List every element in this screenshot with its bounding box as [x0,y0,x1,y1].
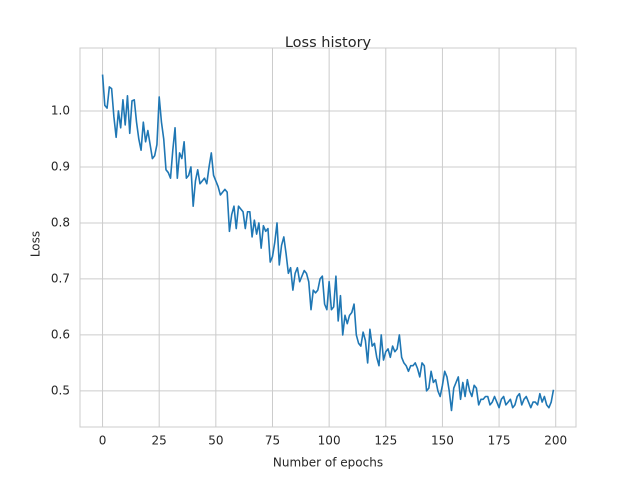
y-tick-label: 1.0 [51,103,70,117]
chart-title: Loss history [285,35,372,51]
x-tick-label: 150 [431,434,454,448]
loss-line [101,74,555,412]
x-axis-label: Number of epochs [273,456,383,470]
y-axis-label: Loss [29,231,43,257]
y-tick-label: 0.6 [51,327,70,341]
x-tick-label: 50 [208,434,223,448]
x-tick-label: 100 [318,434,341,448]
x-tick-label: 25 [152,434,167,448]
x-tick-label: 200 [544,434,567,448]
x-tick-label: 75 [265,434,280,448]
y-tick-label: 0.5 [51,383,70,397]
y-tick-label: 0.7 [51,271,70,285]
y-tick-label: 0.8 [51,215,70,229]
x-tick-label: 175 [488,434,511,448]
y-tick-label: 0.9 [51,159,70,173]
x-tick-label: 0 [99,434,107,448]
plot-area [79,47,577,428]
x-tick-label: 125 [374,434,397,448]
